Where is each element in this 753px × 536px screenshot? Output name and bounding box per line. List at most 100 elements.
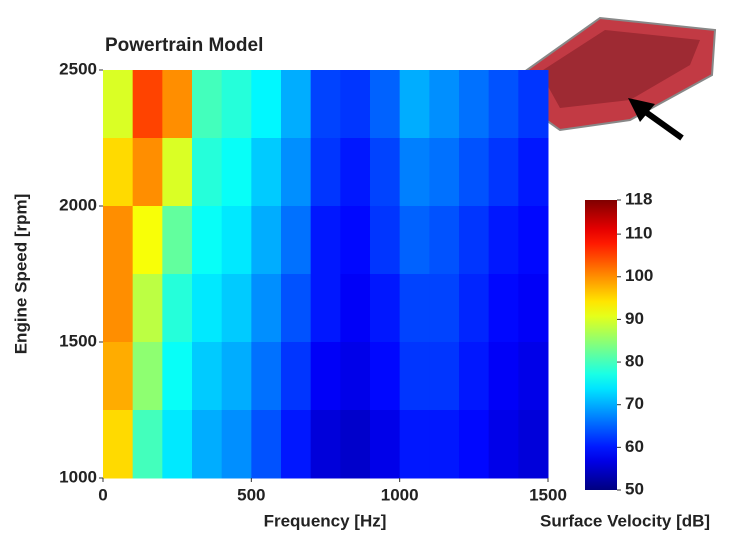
heatmap-cell bbox=[370, 342, 401, 411]
colorbar-tick-label: 50 bbox=[625, 479, 644, 498]
heatmap-cell bbox=[459, 138, 490, 207]
heatmap-cell bbox=[132, 138, 163, 207]
heatmap-cell bbox=[103, 342, 134, 411]
heatmap-cell bbox=[251, 342, 282, 411]
heatmap-cell bbox=[103, 206, 134, 275]
heatmap-cell bbox=[103, 274, 134, 343]
heatmap-cell bbox=[340, 206, 371, 275]
heatmap-cell bbox=[370, 274, 401, 343]
heatmap-cell bbox=[310, 70, 341, 139]
heatmap-cell bbox=[103, 410, 134, 479]
heatmap-cell bbox=[518, 138, 549, 207]
heatmap-cell bbox=[192, 206, 223, 275]
heatmap-cell bbox=[429, 70, 460, 139]
heatmap-cell bbox=[221, 410, 252, 479]
heatmap-cell bbox=[429, 206, 460, 275]
heatmap-cell bbox=[488, 274, 519, 343]
colorbar bbox=[585, 200, 617, 490]
heatmap-cell bbox=[518, 410, 549, 479]
colorbar-label: Surface Velocity [dB] bbox=[540, 511, 710, 530]
heatmap-cell bbox=[132, 342, 163, 411]
heatmap-cell bbox=[340, 342, 371, 411]
heatmap-cell bbox=[399, 138, 430, 207]
heatmap-cell bbox=[221, 138, 252, 207]
heatmap-cell bbox=[459, 206, 490, 275]
colorbar-tick-label: 100 bbox=[625, 266, 653, 285]
heatmap-cell bbox=[281, 70, 312, 139]
heatmap-cell bbox=[281, 274, 312, 343]
heatmap-cell bbox=[370, 138, 401, 207]
heatmap-cell bbox=[518, 274, 549, 343]
heatmap-cell bbox=[340, 410, 371, 479]
colorbar-tick-label: 90 bbox=[625, 309, 644, 328]
heatmap-cell bbox=[192, 342, 223, 411]
y-tick-label: 2500 bbox=[59, 59, 97, 78]
heatmap-cell bbox=[251, 138, 282, 207]
heatmap-cell bbox=[162, 138, 193, 207]
heatmap-cell bbox=[429, 410, 460, 479]
heatmap-cell bbox=[459, 70, 490, 139]
heatmap-cell bbox=[310, 138, 341, 207]
heatmap-cell bbox=[370, 206, 401, 275]
heatmap-cell bbox=[251, 274, 282, 343]
heatmap-cell bbox=[340, 138, 371, 207]
x-tick-label: 500 bbox=[237, 485, 265, 504]
heatmap-cell bbox=[132, 410, 163, 479]
heatmap-cell bbox=[399, 274, 430, 343]
heatmap-cell bbox=[370, 410, 401, 479]
x-tick-label: 0 bbox=[98, 485, 107, 504]
heatmap-cell bbox=[399, 70, 430, 139]
heatmap-cell bbox=[518, 70, 549, 139]
heatmap-cell bbox=[310, 410, 341, 479]
heatmap-cell bbox=[488, 206, 519, 275]
heatmap-cell bbox=[162, 342, 193, 411]
heatmap-cell bbox=[103, 70, 134, 139]
heatmap-cell bbox=[132, 274, 163, 343]
heatmap-cell bbox=[340, 70, 371, 139]
heatmap-cell bbox=[488, 70, 519, 139]
heatmap-cell bbox=[488, 410, 519, 479]
heatmap-cell bbox=[310, 206, 341, 275]
heatmap-cell bbox=[251, 206, 282, 275]
x-tick-label: 1500 bbox=[529, 485, 567, 504]
heatmap-cell bbox=[429, 342, 460, 411]
y-tick-label: 1500 bbox=[59, 331, 97, 350]
colorbar-tick-label: 60 bbox=[625, 437, 644, 456]
heatmap-cell bbox=[192, 410, 223, 479]
heatmap-cell bbox=[162, 274, 193, 343]
heatmap-cell bbox=[192, 138, 223, 207]
heatmap-cell bbox=[459, 274, 490, 343]
y-tick-label: 1000 bbox=[59, 467, 97, 486]
heatmap-cell bbox=[459, 410, 490, 479]
colorbar-tick-label: 80 bbox=[625, 352, 644, 371]
heatmap-cell bbox=[281, 410, 312, 479]
heatmap-cell bbox=[221, 342, 252, 411]
heatmap-cell bbox=[132, 70, 163, 139]
heatmap-cell bbox=[310, 342, 341, 411]
heatmap-cell bbox=[221, 70, 252, 139]
heatmap-cell bbox=[429, 138, 460, 207]
heatmap-cell bbox=[281, 138, 312, 207]
colorbar-tick-label: 118 bbox=[625, 189, 652, 208]
colorbar-tick-label: 70 bbox=[625, 394, 644, 413]
heatmap-cell bbox=[399, 206, 430, 275]
x-tick-label: 1000 bbox=[381, 485, 419, 504]
heatmap-cell bbox=[399, 342, 430, 411]
heatmap-cell bbox=[340, 274, 371, 343]
heatmap-cell bbox=[192, 70, 223, 139]
heatmap-cell bbox=[251, 410, 282, 479]
engine-part-illustration bbox=[518, 16, 717, 141]
heatmap-cell bbox=[221, 206, 252, 275]
heatmap-cell bbox=[310, 274, 341, 343]
y-tick-label: 2000 bbox=[59, 195, 97, 214]
heatmap-cell bbox=[399, 410, 430, 479]
colorbar-tick-label: 110 bbox=[625, 224, 652, 243]
heatmap-cell bbox=[518, 342, 549, 411]
y-axis-label: Engine Speed [rpm] bbox=[11, 194, 30, 355]
heatmap-cell bbox=[162, 206, 193, 275]
heatmap-cell bbox=[281, 342, 312, 411]
heatmap-cell bbox=[459, 342, 490, 411]
heatmap-cell bbox=[488, 138, 519, 207]
heatmap-cell bbox=[518, 206, 549, 275]
